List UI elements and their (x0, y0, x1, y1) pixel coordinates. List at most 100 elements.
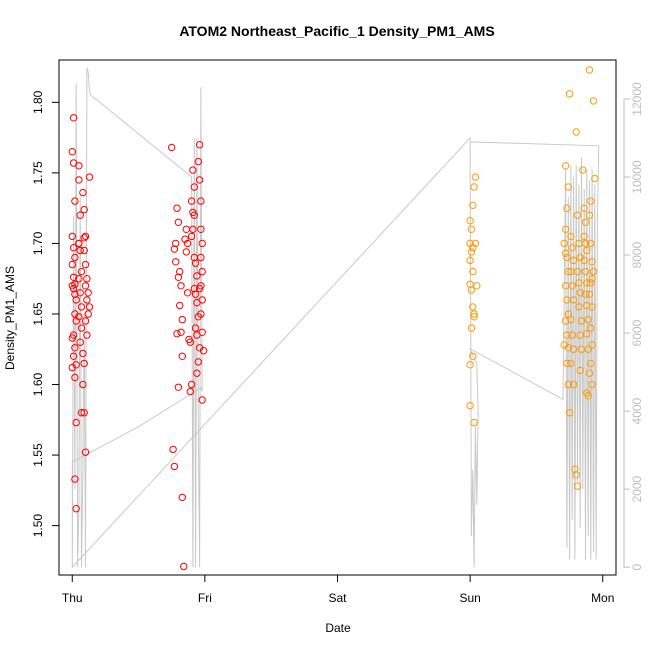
data-point (589, 97, 598, 105)
data-point (471, 173, 480, 181)
data-point (81, 317, 90, 325)
data-point (576, 366, 584, 375)
data-point (68, 363, 77, 372)
data-point (71, 197, 79, 205)
data-point (563, 331, 571, 339)
data-point (561, 317, 570, 325)
data-point (76, 211, 84, 219)
data-point (80, 234, 88, 242)
data-point (587, 359, 595, 368)
data-point (178, 352, 187, 360)
data-point (80, 205, 88, 214)
y-axis-left: 1.50 1.55 1.60 1.65 1.70 1.75 1.80 (31, 90, 59, 537)
data-point (183, 239, 192, 248)
data-point (569, 256, 578, 265)
data-point (169, 445, 177, 454)
data-point (71, 253, 79, 262)
data-point (581, 267, 590, 276)
data-point (583, 301, 591, 310)
data-point (469, 201, 477, 210)
data-point (83, 331, 91, 339)
data-point (195, 141, 204, 149)
data-point (199, 347, 208, 355)
data-point (79, 349, 87, 358)
data-point (470, 313, 478, 321)
data-point (576, 289, 584, 297)
data-point (573, 267, 582, 276)
y-left-tick-label: 1.75 (31, 161, 45, 185)
data-point (195, 284, 204, 293)
data-point (567, 232, 575, 241)
data-point (581, 290, 590, 298)
data-point (588, 275, 596, 283)
data-point (561, 249, 570, 258)
data-point (572, 471, 580, 479)
trace-line (71, 67, 600, 569)
data-point (568, 331, 576, 339)
y-left-tick-label: 1.70 (31, 231, 45, 255)
y-left-tick-label: 1.80 (31, 90, 45, 114)
data-point (193, 272, 201, 280)
data-point (72, 418, 80, 427)
data-point (469, 352, 477, 360)
data-point (587, 197, 595, 205)
data-point (585, 369, 594, 377)
secondary-trace (71, 67, 600, 569)
data-point (75, 239, 83, 248)
data-point (588, 380, 596, 389)
data-point (587, 239, 595, 248)
data-point (81, 448, 90, 456)
data-point (564, 183, 572, 191)
data-point (575, 279, 583, 287)
data-point (587, 279, 595, 287)
data-point (75, 176, 83, 184)
data-point (68, 148, 77, 156)
data-point (77, 303, 86, 311)
data-point (183, 289, 192, 297)
x-tick-label: Fri (198, 591, 212, 605)
data-point (80, 246, 88, 255)
data-point (197, 310, 205, 318)
x-tick-label: Thu (62, 591, 83, 605)
data-point (194, 157, 203, 166)
data-point (585, 66, 594, 74)
data-point (197, 253, 205, 262)
data-point (75, 313, 83, 321)
data-point (68, 232, 77, 241)
x-tick-label: Mon (591, 591, 614, 605)
data-point (85, 173, 94, 181)
x-axis: Thu Fri Sat Sun Mon (62, 574, 614, 605)
data-point (191, 324, 200, 332)
data-point (569, 296, 578, 304)
y-right-tick-label: 0 (630, 564, 644, 571)
data-point (580, 232, 588, 241)
data-point (83, 275, 91, 283)
data-point (587, 324, 595, 332)
y-right-tick-label: 10000 (630, 160, 644, 194)
data-point (198, 296, 206, 304)
data-point (189, 166, 197, 174)
data-point (564, 267, 572, 276)
data-point (560, 239, 568, 248)
data-point (466, 256, 474, 265)
data-point (584, 392, 592, 400)
data-point (584, 315, 592, 324)
data-point (589, 267, 598, 276)
y-right-tick-label: 2000 (630, 475, 644, 502)
data-point (81, 282, 90, 290)
data-point (198, 239, 206, 248)
data-point (568, 282, 576, 290)
data-point (469, 303, 477, 311)
data-point (563, 359, 571, 368)
data-point (198, 396, 206, 404)
data-point (177, 328, 185, 336)
data-point (581, 218, 590, 227)
y-left-tick-label: 1.60 (31, 373, 45, 397)
chart-title: ATOM2 Northeast_Pacific_1 Density_PM1_AM… (179, 23, 494, 39)
data-point (473, 282, 481, 290)
data-point (569, 345, 578, 353)
y-left-tick-label: 1.65 (31, 302, 45, 326)
data-point (186, 387, 195, 396)
data-point (77, 267, 86, 276)
